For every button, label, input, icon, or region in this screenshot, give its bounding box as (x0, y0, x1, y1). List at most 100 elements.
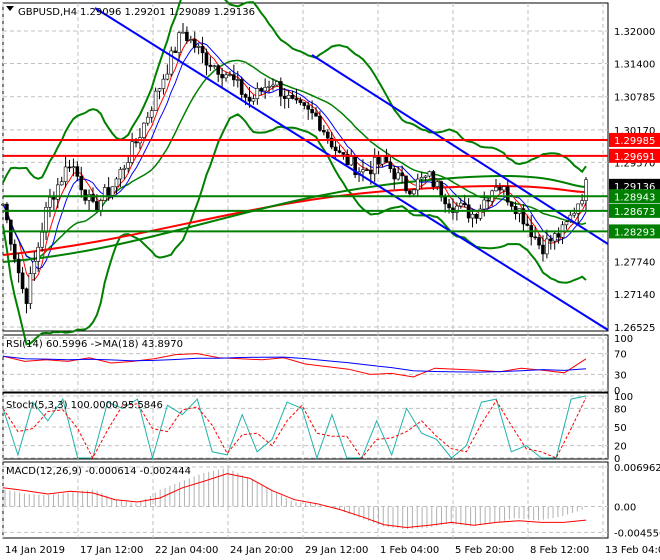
x-tick-label: 14 Jan 2019 (5, 545, 65, 556)
candle-body (408, 190, 412, 195)
stoch-tick-label: 50 (614, 423, 627, 434)
candle-body (314, 112, 318, 117)
candle-body (302, 102, 307, 106)
candle-body (232, 74, 236, 81)
indicators (2, 353, 587, 530)
grid (2, 2, 609, 539)
ma-mid (2, 42, 587, 270)
candle-body (365, 169, 369, 171)
candle-body (220, 74, 224, 79)
candle-body (286, 94, 291, 99)
candle-body (447, 203, 451, 209)
candle-body (345, 154, 350, 166)
candle-body (134, 141, 138, 144)
collapse-triangle-icon[interactable] (6, 6, 14, 11)
stoch-tick-label: 100 (614, 392, 633, 403)
candle-body (106, 187, 111, 196)
candle-body (279, 81, 283, 97)
candle-body (48, 197, 52, 208)
rsi-label: RSI(14) 60.5996 ->MA(18) 43.8970 (6, 339, 183, 350)
x-tick-label: 13 Feb 04:00 (605, 545, 660, 556)
level-label: 1.29691 (614, 152, 655, 163)
macd-tick-label: 0.006962 (614, 463, 660, 474)
channel-line-lower (94, 7, 609, 331)
candle-body (361, 169, 365, 173)
symbol-label: GBPUSD,H4 (18, 7, 77, 18)
macd-tick-label: -0.004556 (614, 528, 660, 539)
candle-body (333, 146, 338, 152)
candle-body (556, 233, 561, 238)
candle-body (102, 187, 107, 201)
candle-body (24, 288, 29, 304)
ma-fast (2, 37, 587, 281)
candle-body (427, 171, 432, 177)
candle-body (372, 157, 377, 175)
candle-body (126, 162, 131, 169)
candle-body (290, 94, 295, 99)
price-tick-label: 1.30170 (614, 126, 655, 137)
candle-body (228, 74, 232, 76)
stoch-tick-label: 0 (614, 454, 620, 465)
candle-body (470, 213, 475, 219)
candle-body (224, 74, 228, 79)
macd-tick-label: 0.00 (614, 503, 636, 514)
candle-body (130, 141, 134, 163)
candle-body (255, 88, 260, 99)
candle-body (169, 50, 174, 75)
candle-body (20, 272, 25, 290)
candle-body (580, 200, 584, 205)
candle-body (99, 200, 103, 211)
stoch-tick-label: 20 (614, 442, 627, 453)
candle-body (165, 73, 170, 80)
candle-body (185, 31, 189, 42)
candle-body (537, 237, 541, 246)
candle-body (28, 273, 33, 304)
level-label: 1.28293 (614, 227, 655, 238)
candle-body (153, 90, 158, 111)
price-chart (1, 0, 609, 346)
candle-body (505, 186, 510, 203)
candle-body (498, 186, 502, 191)
candle-body (122, 167, 127, 170)
candle-body (173, 50, 177, 53)
candle-body (404, 175, 408, 192)
candle-body (32, 261, 37, 274)
candle-body (462, 202, 467, 206)
candle-body (455, 205, 459, 213)
candle-body (251, 98, 256, 102)
candle-body (584, 179, 588, 201)
candle-body (275, 81, 279, 86)
price-tick-label: 1.26525 (614, 323, 655, 334)
candle-body (263, 87, 267, 92)
candle-body (40, 232, 44, 248)
ohlc-readout: 1.29096 1.29201 1.29089 1.29136 (80, 7, 255, 18)
candle-body (114, 178, 119, 188)
price-tick-label: 1.31400 (614, 59, 655, 70)
level-badge (609, 224, 660, 239)
candle-body (12, 243, 17, 260)
candle-body (329, 137, 334, 148)
candle-body (478, 208, 483, 219)
candle-body (247, 97, 252, 102)
candle-body (1, 203, 5, 206)
ma-slow-red (2, 185, 586, 256)
bollinger-mid (2, 59, 587, 260)
candle-body (235, 79, 240, 81)
rsi-line (2, 353, 587, 378)
candle-body (525, 223, 530, 226)
level-badge (609, 148, 660, 163)
candle-body (52, 197, 56, 200)
price-tick-label: 1.30785 (614, 93, 655, 104)
candle-body (482, 199, 487, 210)
candle-body (388, 161, 393, 169)
bollinger-upper (2, 0, 587, 183)
candle-body (494, 186, 498, 192)
candle-body (458, 202, 463, 207)
candle-body (118, 169, 123, 180)
price-tick-label: 1.29570 (614, 158, 655, 169)
candle-body (415, 178, 420, 191)
candle-body (271, 84, 275, 87)
stoch-main-line (2, 395, 587, 460)
